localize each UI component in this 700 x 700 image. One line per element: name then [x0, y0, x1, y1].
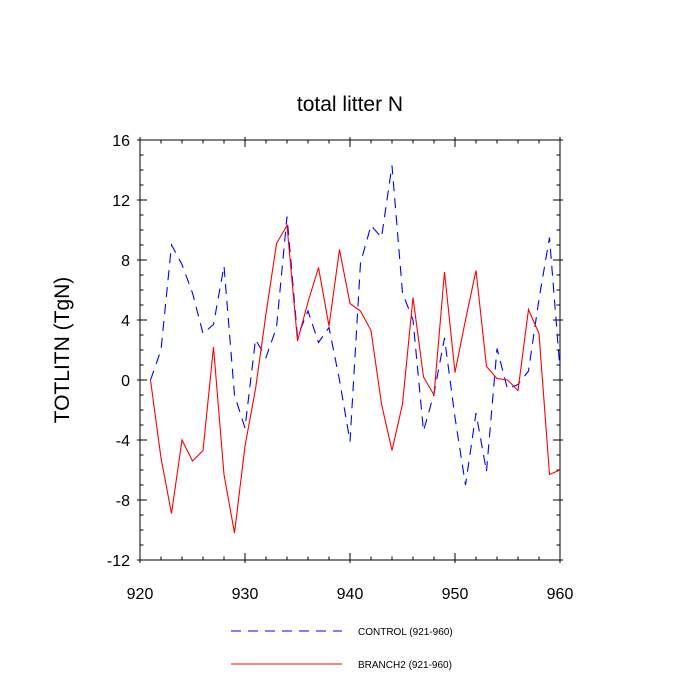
y-tick-label: -8 — [116, 493, 130, 510]
plot-area: 920 930 940 950 960 -12 -8 -4 0 4 8 12 16 — [107, 133, 574, 603]
y-tick-label: 12 — [112, 193, 130, 210]
y-tick-label: -4 — [116, 433, 130, 450]
x-tick-label: 930 — [232, 586, 259, 603]
y-tick-label: 8 — [121, 253, 130, 270]
chart-title: total litter N — [297, 93, 403, 116]
x-tick-label: 920 — [127, 586, 154, 603]
y-tick-label: 16 — [112, 133, 130, 150]
x-tick-label: 950 — [442, 586, 469, 603]
y-axis-label: TOTLITN (TgN) — [51, 277, 74, 424]
legend-label-control: CONTROL (921-960) — [358, 627, 453, 638]
y-tick-label: 4 — [121, 313, 130, 330]
legend-label-branch2: BRANCH2 (921-960) — [358, 660, 452, 671]
x-tick-label: 940 — [337, 586, 364, 603]
legend: CONTROL (921-960) BRANCH2 (921-960) — [231, 627, 453, 671]
y-tick-label: 0 — [121, 373, 130, 390]
series-line-control — [149, 165, 561, 486]
series-line-branch2 — [149, 223, 561, 534]
x-tick-label: 960 — [547, 586, 574, 603]
y-tick-label: -12 — [107, 553, 130, 570]
